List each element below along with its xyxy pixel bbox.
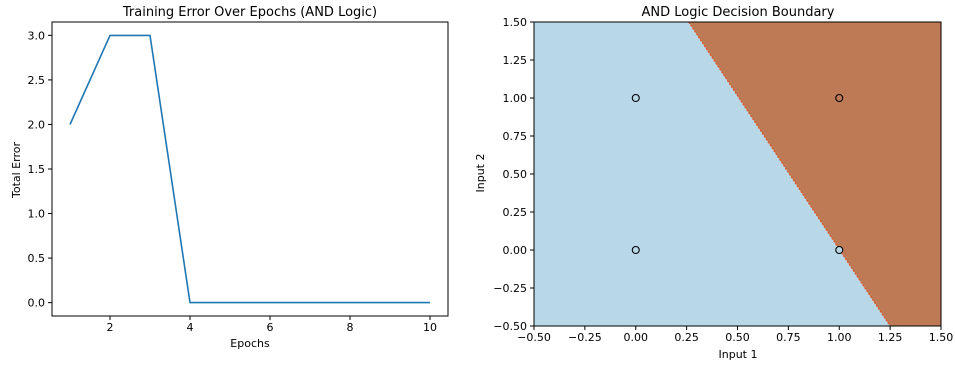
decision-boundary-y-tick-label: −0.25 bbox=[493, 282, 527, 295]
decision-boundary-y-tick-label: 0.75 bbox=[503, 130, 528, 143]
training-error-chart: Training Error Over Epochs (AND Logic) E… bbox=[10, 5, 449, 350]
data-point-class-0 bbox=[631, 245, 640, 255]
class-1-region bbox=[688, 22, 941, 326]
decision-boundary-plot-area: −0.50 −0.25 0.00 0.25 0.50 0.75 1.00 1.25 1.50 −0… bbox=[493, 16, 953, 344]
data-point-class-0 bbox=[835, 245, 844, 255]
decision-boundary-y-tick-label: −0.50 bbox=[493, 320, 527, 333]
decision-boundary-x-tick-label: 0.50 bbox=[725, 331, 750, 344]
training-error-x-tick-label: 4 bbox=[187, 321, 194, 334]
data-point-class-1 bbox=[835, 93, 844, 103]
decision-boundary-x-tick-label: 0.00 bbox=[624, 331, 649, 344]
decision-boundary-y-axis-label: Input 2 bbox=[474, 154, 487, 193]
training-error-y-tick-label: 3.0 bbox=[28, 29, 46, 42]
decision-boundary-y-tick-label: 1.00 bbox=[503, 92, 528, 105]
decision-boundary-x-tick-label: 0.25 bbox=[674, 331, 699, 344]
training-error-x-tick-label: 6 bbox=[267, 321, 274, 334]
decision-boundary-y-tick-label: 1.25 bbox=[503, 54, 528, 67]
decision-boundary-chart: AND Logic Decision Boundary Input 1 Inpu… bbox=[474, 5, 953, 361]
training-error-y-tick-label: 2.5 bbox=[28, 74, 46, 87]
decision-boundary-line bbox=[688, 21, 891, 327]
training-error-x-axis-label: Epochs bbox=[230, 337, 270, 350]
decision-boundary-x-tick-label: −0.50 bbox=[517, 331, 551, 344]
decision-boundary-y-tick-label: 0.50 bbox=[503, 168, 528, 181]
data-point-class-0 bbox=[631, 93, 640, 103]
training-error-series-line bbox=[69, 34, 430, 304]
decision-boundary-x-tick-label: 1.00 bbox=[827, 331, 852, 344]
decision-boundary-x-tick-label: 0.75 bbox=[776, 331, 801, 344]
decision-boundary-y-tick-label: 0.00 bbox=[503, 244, 528, 257]
decision-boundary-y-tick-label: 0.25 bbox=[503, 206, 528, 219]
decision-boundary-axes-frame bbox=[533, 21, 942, 327]
decision-boundary-x-tick-label: −0.25 bbox=[568, 331, 602, 344]
training-error-y-tick-label: 0.0 bbox=[28, 297, 46, 310]
training-error-y-tick-label: 0.5 bbox=[28, 252, 46, 265]
training-error-chart-title: Training Error Over Epochs (AND Logic) bbox=[122, 5, 377, 20]
training-error-x-tick-label: 2 bbox=[107, 321, 114, 334]
training-error-y-tick-label: 1.0 bbox=[28, 208, 46, 221]
training-error-plot-area: 2 4 6 8 10 0.0 0.5 1.0 1.5 2.0 2.5 3.0 bbox=[28, 21, 449, 334]
training-error-x-tick-label: 8 bbox=[347, 321, 354, 334]
decision-boundary-chart-title: AND Logic Decision Boundary bbox=[642, 5, 835, 20]
training-error-axes-frame bbox=[51, 21, 449, 317]
training-error-y-tick-label: 1.5 bbox=[28, 163, 46, 176]
training-error-x-tick-label: 10 bbox=[423, 321, 437, 334]
decision-boundary-x-tick-label: 1.50 bbox=[929, 331, 954, 344]
decision-boundary-x-tick-label: 1.25 bbox=[878, 331, 903, 344]
decision-boundary-y-tick-label: 1.50 bbox=[503, 16, 528, 29]
training-error-y-axis-label: Total Error bbox=[10, 142, 23, 199]
decision-boundary-x-axis-label: Input 1 bbox=[719, 348, 758, 361]
training-error-y-tick-label: 2.0 bbox=[28, 118, 46, 131]
